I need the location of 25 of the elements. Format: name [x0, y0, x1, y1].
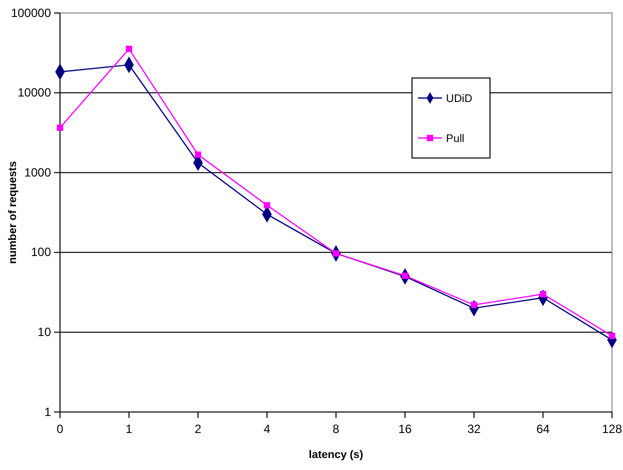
- x-tick-label: 4: [264, 422, 271, 436]
- point: [608, 332, 616, 340]
- y-tick-label: 1: [44, 404, 52, 419]
- x-tick-label: 8: [332, 422, 340, 436]
- x-tick-label: 2: [194, 422, 202, 436]
- legend-label: Pull: [446, 133, 464, 145]
- point: [264, 202, 270, 208]
- y-tick-label: 10: [38, 325, 52, 340]
- x-tick-label: 64: [536, 422, 550, 436]
- point: [194, 151, 202, 158]
- legend-label: UDiD: [446, 93, 472, 105]
- x-tick-label: 32: [467, 422, 481, 436]
- y-axis-title: number of requests: [7, 161, 19, 264]
- x-tick-label: 0: [56, 422, 64, 436]
- point: [56, 124, 64, 131]
- y-tick-label: 10000: [18, 86, 52, 100]
- x-tick-label: 1: [126, 422, 133, 436]
- y-tick-label: 100: [30, 245, 52, 260]
- y-tick-label: 1000: [24, 165, 52, 180]
- x-tick-label: 16: [398, 422, 412, 436]
- x-axis-title: latency (s): [308, 449, 364, 461]
- y-tick-label: 100000: [10, 6, 52, 20]
- point: [540, 290, 546, 298]
- x-tick-label: 128: [602, 422, 622, 436]
- point: [126, 46, 132, 52]
